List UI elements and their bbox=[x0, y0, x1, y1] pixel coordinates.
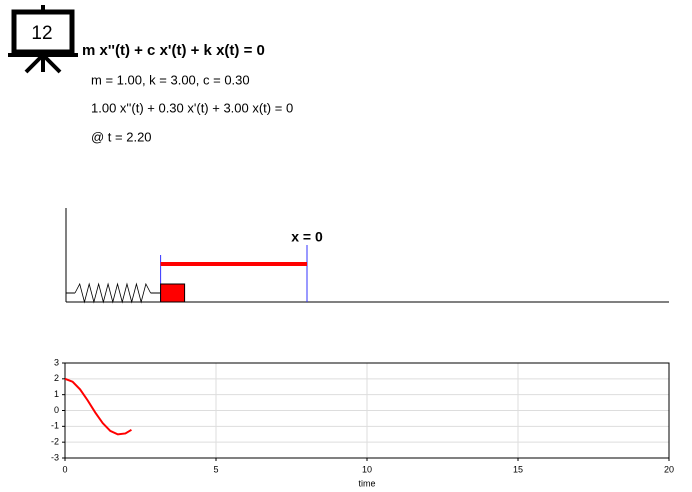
origin-label: x = 0 bbox=[291, 229, 323, 245]
x-tick-label: 10 bbox=[362, 464, 372, 474]
board-leg bbox=[41, 53, 62, 74]
plot-frame bbox=[64, 362, 670, 459]
x-tick-label: 20 bbox=[664, 464, 674, 474]
time-label: @ t = 2.20 bbox=[91, 129, 152, 144]
x-tick-label: 15 bbox=[513, 464, 523, 474]
parameters: m = 1.00, k = 3.00, c = 0.30 bbox=[91, 72, 250, 87]
x-axis-label: time bbox=[358, 478, 375, 488]
y-tick-label: -2 bbox=[51, 437, 59, 447]
x-tick-label: 5 bbox=[213, 464, 218, 474]
mass-block bbox=[160, 283, 186, 303]
y-tick-label: -3 bbox=[51, 452, 59, 462]
data-line bbox=[64, 377, 132, 436]
y-tick-label: 0 bbox=[54, 405, 59, 415]
spring bbox=[74, 282, 151, 304]
y-tick-label: 3 bbox=[54, 357, 59, 367]
board-icon bbox=[8, 5, 78, 74]
spring-animation: x = 0 bbox=[65, 208, 669, 304]
icon-label: 12 bbox=[31, 23, 52, 44]
board-leg bbox=[24, 53, 45, 74]
equation: m x''(t) + c x'(t) + k x(t) = 0 bbox=[82, 42, 265, 59]
y-tick-label: 2 bbox=[54, 373, 59, 383]
instantiated-equation: 1.00 x''(t) + 0.30 x'(t) + 3.00 x(t) = 0 bbox=[91, 100, 293, 115]
x-tick-label: 0 bbox=[62, 464, 67, 474]
y-tick-label: -1 bbox=[51, 421, 59, 431]
y-tick-label: 1 bbox=[54, 389, 59, 399]
board bbox=[11, 9, 75, 55]
